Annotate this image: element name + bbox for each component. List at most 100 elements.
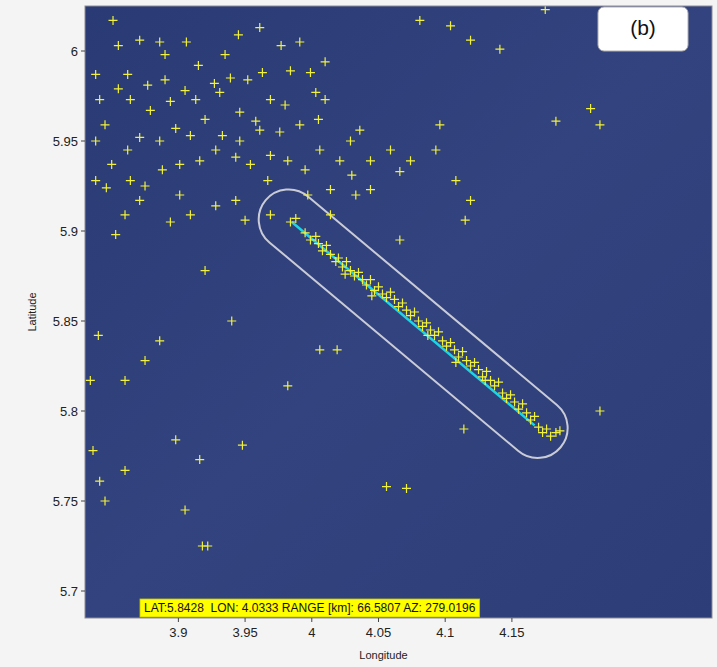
point [398,299,407,308]
point [86,376,95,385]
point [295,120,304,129]
point [215,88,224,97]
point [158,165,167,174]
point [333,345,342,354]
point [551,117,560,126]
point [186,210,195,219]
point [466,196,475,205]
point [231,196,240,205]
point [459,425,468,434]
y-tick [81,591,85,592]
x-tick [378,618,379,622]
point [494,378,503,387]
point [322,241,331,250]
point [121,376,130,385]
y-tick-label: 5.9 [60,224,78,239]
point [335,156,344,165]
point [121,210,130,219]
point [89,446,98,455]
point [351,191,360,200]
point [255,126,264,135]
point [286,66,295,75]
x-axis-title: Longitude [359,649,407,661]
point [541,6,550,14]
track-line [292,222,535,425]
point [123,70,132,79]
y-tick-label: 5.95 [53,134,78,149]
point [195,156,204,165]
point [266,210,275,219]
info-box: LAT:5.8428 LON: 4.0333 RANGE [km]: 66.58… [140,599,480,617]
point [258,68,267,77]
point [123,146,132,155]
panel-label-box: (b) [598,7,688,51]
y-tick [81,411,85,412]
point [341,270,350,279]
point [175,160,184,169]
point [422,318,431,327]
point [211,146,220,155]
point [551,428,560,437]
point [386,288,395,297]
point [321,57,330,66]
y-tick-label: 5.7 [60,584,78,599]
point [451,176,460,185]
y-tick [81,231,85,232]
y-tick [81,501,85,502]
point [277,41,286,50]
point [495,45,504,54]
y-tick [81,321,85,322]
point [415,16,424,25]
point [466,36,475,45]
point [306,68,315,77]
point [135,36,144,45]
point [530,412,539,421]
point [161,75,170,84]
point [175,191,184,200]
point [143,81,152,90]
point [450,345,459,354]
point [462,356,471,365]
selection-outline [259,189,568,458]
info-text: LAT:5.8428 LON: 4.0333 RANGE [km]: 66.58… [144,601,476,615]
point [506,390,515,399]
x-tick-label: 4.05 [366,625,391,640]
point [315,345,324,354]
point [301,228,310,237]
point [94,331,103,340]
point [355,126,364,135]
point [438,336,447,345]
point [243,75,252,84]
point [221,50,230,59]
point [266,151,275,160]
x-tick-label: 4.1 [436,625,454,640]
point [181,506,190,515]
point [121,466,130,475]
panel-label-bg [598,7,688,51]
point [281,101,290,110]
point [354,268,363,277]
point [126,95,135,104]
point [314,239,323,248]
x-tick [445,618,446,622]
point [295,38,304,47]
x-tick-label: 3.9 [169,625,187,640]
point [470,358,479,367]
point [446,338,455,347]
point [191,95,200,104]
point [251,117,260,126]
point [326,250,335,259]
point [595,407,604,416]
point [586,104,595,113]
point [135,133,144,142]
panel-label: (b) [630,16,656,39]
point [314,115,323,124]
point [410,308,419,317]
point [534,423,543,432]
point [146,106,155,115]
point [107,160,116,169]
point [358,275,367,284]
plot-content [86,6,605,551]
point [201,115,210,124]
x-tick [245,618,246,622]
